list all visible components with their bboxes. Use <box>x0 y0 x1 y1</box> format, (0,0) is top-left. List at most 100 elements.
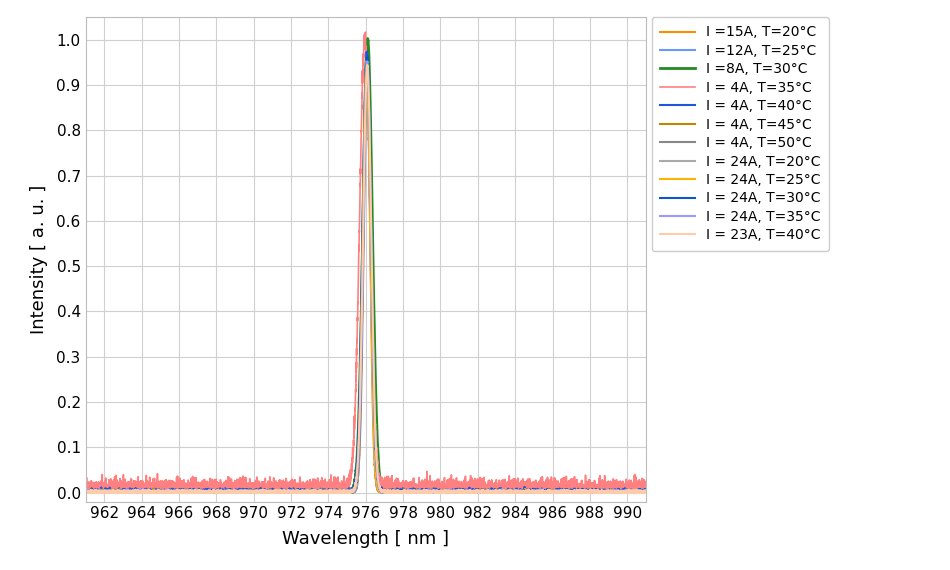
I =8A, T=30°C <box>423 488 434 495</box>
I =15A, T=20°C <box>112 488 124 495</box>
I = 24A, T=30°C <box>631 488 642 495</box>
I = 4A, T=50°C <box>423 488 434 495</box>
I = 23A, T=40°C <box>112 489 124 496</box>
I = 24A, T=25°C <box>261 489 273 496</box>
I = 24A, T=25°C <box>640 488 652 495</box>
I =8A, T=30°C <box>112 488 124 495</box>
I = 24A, T=25°C <box>522 489 534 496</box>
I = 4A, T=45°C <box>361 58 372 64</box>
I =12A, T=25°C <box>423 489 434 496</box>
I = 24A, T=25°C <box>230 488 241 495</box>
Line: I = 4A, T=35°C: I = 4A, T=35°C <box>86 32 646 492</box>
I = 4A, T=35°C <box>522 484 534 491</box>
I = 23A, T=40°C <box>361 62 372 69</box>
I =15A, T=20°C <box>80 488 91 495</box>
I = 4A, T=45°C <box>112 488 124 495</box>
I = 24A, T=35°C <box>431 488 443 495</box>
I = 4A, T=35°C <box>171 489 182 496</box>
I = 4A, T=50°C <box>362 67 373 74</box>
Line: I = 24A, T=25°C: I = 24A, T=25°C <box>86 60 646 492</box>
I = 4A, T=45°C <box>613 489 624 496</box>
I = 4A, T=35°C <box>431 485 443 492</box>
I =15A, T=20°C <box>431 488 443 495</box>
I =12A, T=25°C <box>522 488 534 495</box>
Line: I = 4A, T=50°C: I = 4A, T=50°C <box>86 70 646 492</box>
I = 24A, T=25°C <box>631 489 642 496</box>
I = 24A, T=30°C <box>640 489 652 496</box>
I = 4A, T=50°C <box>230 489 241 496</box>
I =15A, T=20°C <box>129 489 141 496</box>
I = 4A, T=45°C <box>80 488 91 495</box>
I = 24A, T=20°C <box>631 488 642 495</box>
Line: I = 23A, T=40°C: I = 23A, T=40°C <box>86 66 646 492</box>
I = 4A, T=35°C <box>360 28 371 35</box>
I = 24A, T=25°C <box>112 489 124 496</box>
I =12A, T=25°C <box>361 54 372 61</box>
I = 24A, T=30°C <box>431 487 443 494</box>
I = 4A, T=35°C <box>80 480 91 487</box>
I = 24A, T=20°C <box>230 489 241 496</box>
I = 4A, T=50°C <box>431 489 443 496</box>
I = 4A, T=50°C <box>112 488 124 495</box>
I = 24A, T=35°C <box>362 58 373 65</box>
I = 4A, T=45°C <box>431 488 443 495</box>
I = 24A, T=30°C <box>112 488 124 495</box>
I = 4A, T=35°C <box>631 479 642 486</box>
Line: I =15A, T=20°C: I =15A, T=20°C <box>86 51 646 492</box>
I =8A, T=30°C <box>163 489 175 496</box>
Line: I = 24A, T=20°C: I = 24A, T=20°C <box>86 66 646 492</box>
I = 4A, T=40°C <box>522 488 534 495</box>
I =8A, T=30°C <box>230 489 241 496</box>
X-axis label: Wavelength [ nm ]: Wavelength [ nm ] <box>282 530 449 548</box>
I =12A, T=25°C <box>80 487 91 494</box>
I = 23A, T=40°C <box>631 489 642 496</box>
I = 24A, T=30°C <box>362 52 373 59</box>
Line: I = 24A, T=30°C: I = 24A, T=30°C <box>86 56 646 492</box>
I = 4A, T=50°C <box>80 488 91 495</box>
I = 4A, T=45°C <box>631 489 642 496</box>
I = 24A, T=20°C <box>640 488 652 495</box>
I = 24A, T=30°C <box>401 489 412 496</box>
I = 4A, T=35°C <box>112 484 124 491</box>
I =15A, T=20°C <box>640 489 652 496</box>
I = 24A, T=30°C <box>522 489 534 496</box>
I = 24A, T=35°C <box>230 489 241 496</box>
I = 24A, T=20°C <box>112 488 124 495</box>
I = 24A, T=20°C <box>80 488 91 495</box>
I = 4A, T=40°C <box>230 488 241 495</box>
I =12A, T=25°C <box>640 489 652 496</box>
I = 23A, T=40°C <box>423 489 434 496</box>
I =15A, T=20°C <box>631 488 642 495</box>
Line: I = 4A, T=45°C: I = 4A, T=45°C <box>86 61 646 492</box>
I = 4A, T=35°C <box>640 488 652 495</box>
I = 24A, T=25°C <box>423 488 434 495</box>
I = 4A, T=40°C <box>431 489 443 496</box>
I = 4A, T=45°C <box>640 487 652 494</box>
Line: I = 4A, T=40°C: I = 4A, T=40°C <box>86 52 646 492</box>
I = 4A, T=50°C <box>640 488 652 495</box>
I =8A, T=30°C <box>362 35 373 42</box>
Y-axis label: Intensity [ a. u. ]: Intensity [ a. u. ] <box>30 185 48 334</box>
I =12A, T=25°C <box>112 489 124 496</box>
I =15A, T=20°C <box>522 489 534 496</box>
I = 4A, T=50°C <box>522 488 534 495</box>
I =12A, T=25°C <box>230 487 241 494</box>
I =12A, T=25°C <box>431 489 443 496</box>
I = 4A, T=50°C <box>406 489 417 496</box>
I = 4A, T=40°C <box>112 488 124 495</box>
I = 4A, T=35°C <box>230 481 241 488</box>
I = 4A, T=35°C <box>423 478 434 485</box>
I =12A, T=25°C <box>496 489 507 496</box>
I = 24A, T=25°C <box>80 488 91 495</box>
I =15A, T=20°C <box>361 48 372 55</box>
I = 4A, T=45°C <box>522 488 534 495</box>
I =8A, T=30°C <box>640 488 652 495</box>
I = 24A, T=35°C <box>112 488 124 495</box>
I = 24A, T=30°C <box>230 488 241 495</box>
I = 24A, T=30°C <box>423 488 434 495</box>
I =15A, T=20°C <box>423 489 434 496</box>
I =8A, T=30°C <box>431 489 443 496</box>
I = 4A, T=40°C <box>640 488 652 495</box>
I = 23A, T=40°C <box>522 489 534 496</box>
Line: I =12A, T=25°C: I =12A, T=25°C <box>86 58 646 492</box>
